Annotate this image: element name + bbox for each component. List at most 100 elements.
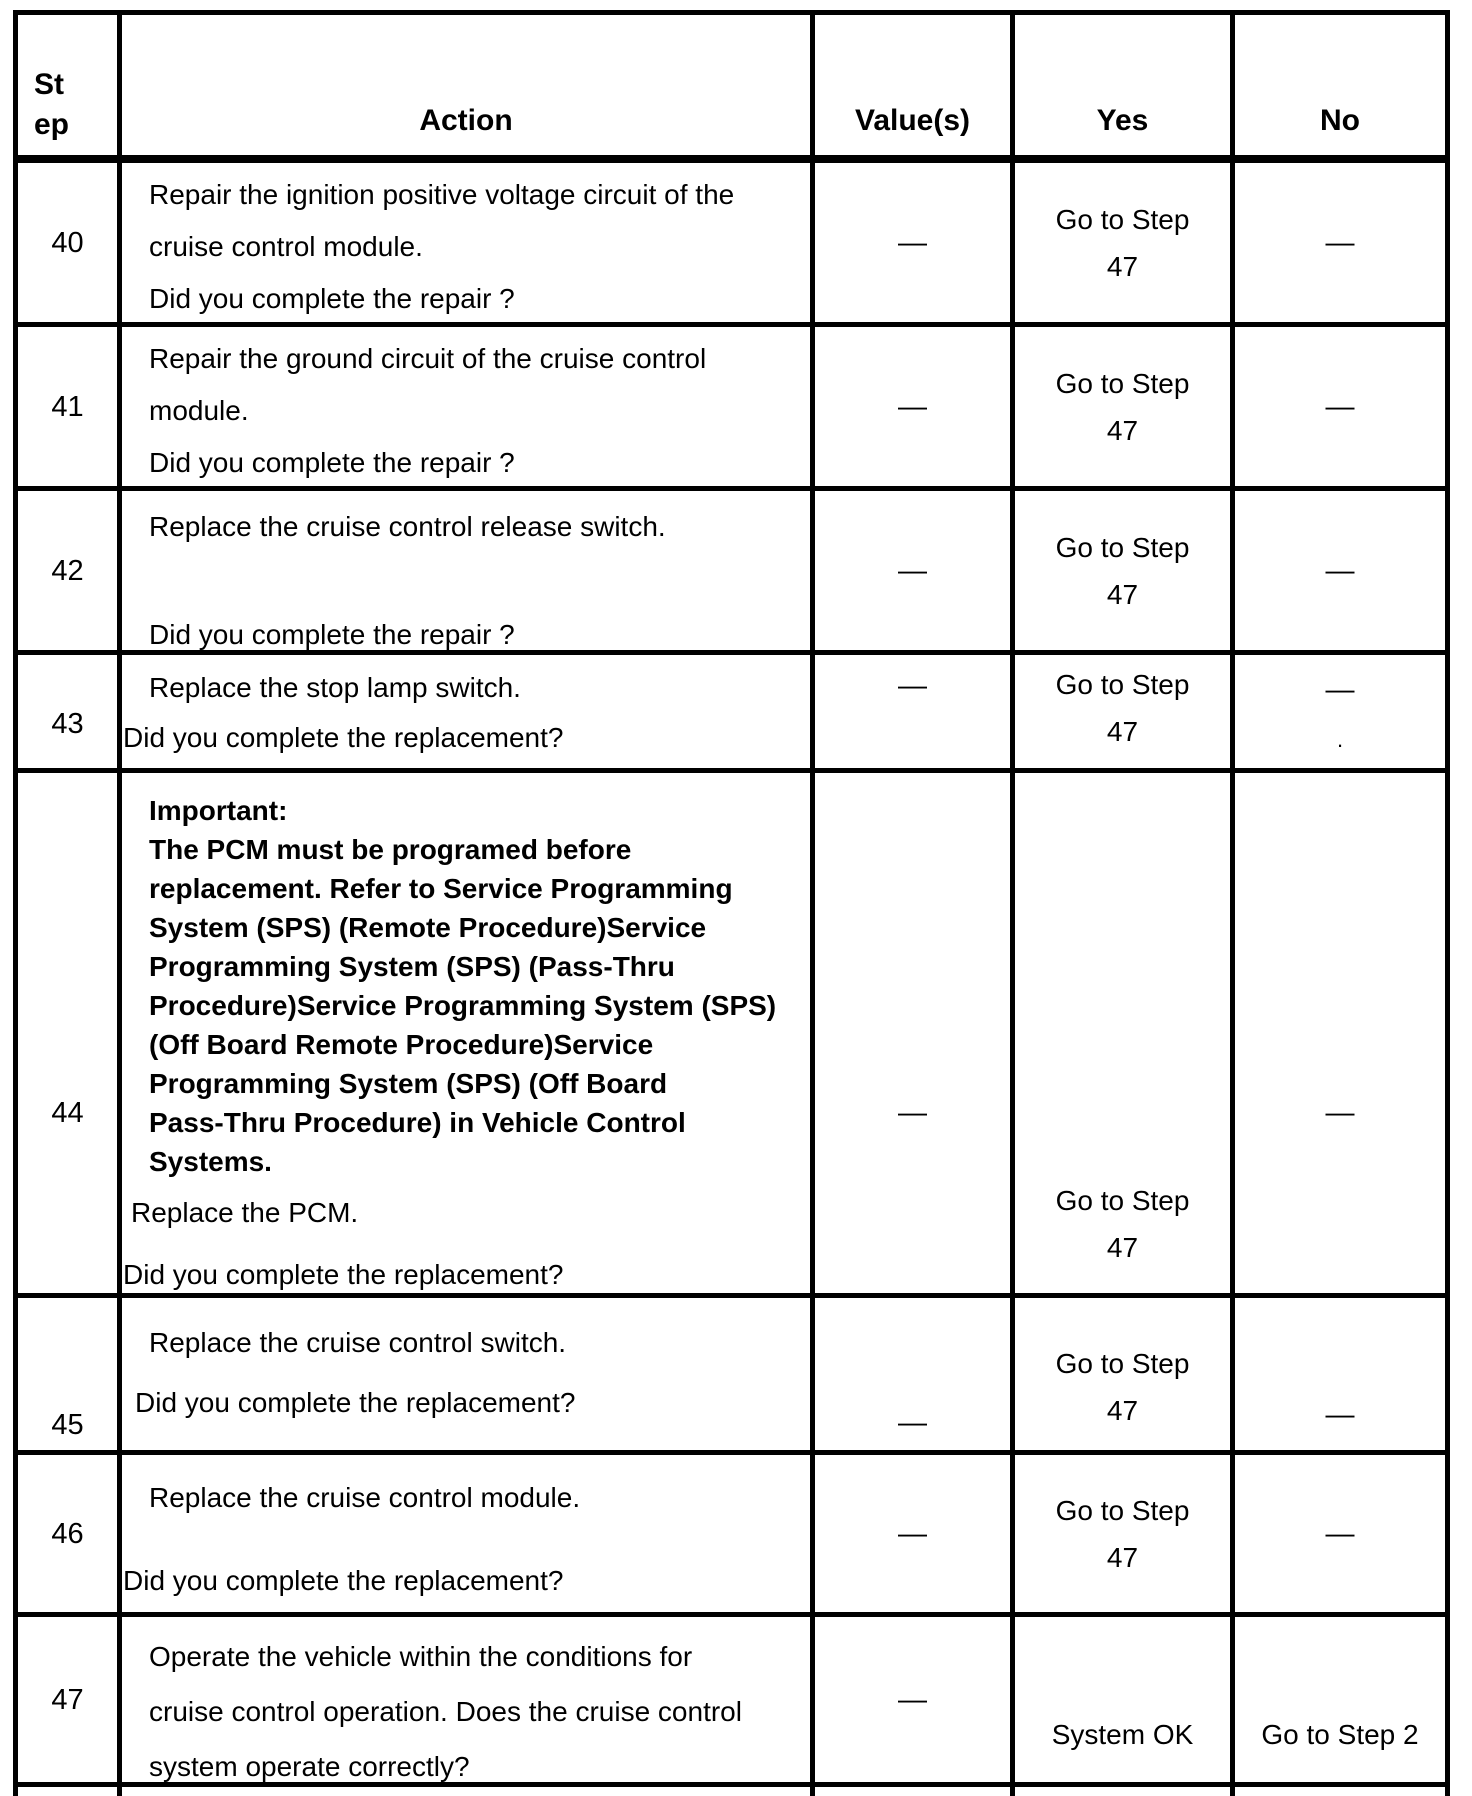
step-cell (18, 1787, 122, 1796)
action-line: cruise control operation. Does the cruis… (149, 1696, 742, 1727)
no-dash: — (1325, 1517, 1355, 1550)
no-dash: — (1325, 1399, 1355, 1431)
no-cell: — (1235, 327, 1445, 486)
action-line: Replace the cruise control release switc… (149, 511, 666, 542)
header-action: Action (122, 15, 815, 155)
yes-cell: Go to Step 47 (1015, 1455, 1235, 1612)
goto-step-number: 47 (1106, 250, 1139, 282)
action-cell: Replace the cruise control switch. Did y… (122, 1298, 815, 1450)
action-cell: Repair the ground circuit of the cruise … (122, 327, 815, 486)
goto-step-number: 47 (1106, 1232, 1139, 1263)
action-line: Did you complete the replacement? (123, 1565, 564, 1596)
header-values: Value(s) (815, 15, 1015, 155)
step-number: 46 (51, 1517, 84, 1550)
action-bold-line: Programming System (SPS) (Pass-Thru (149, 951, 675, 982)
yes-cell: System OK (1015, 1617, 1235, 1782)
yes-cell: Go to Step 47 (1015, 1298, 1235, 1450)
header-yes: Yes (1015, 15, 1235, 155)
action-cell: Replace the stop lamp switch. Did you co… (122, 655, 815, 768)
step-number: 42 (51, 554, 84, 587)
action-bold-line: Systems. (149, 1146, 272, 1177)
step-number: 43 (51, 707, 84, 740)
yes-cell: Go to Step 47 (1015, 327, 1235, 486)
step-number: 45 (51, 1409, 84, 1441)
goto-step-line: Go to Step (1055, 1348, 1190, 1379)
value-cell: — (815, 327, 1015, 486)
step-cell: 44 (18, 773, 122, 1293)
action-line: Did you complete the replacement? (123, 1259, 564, 1290)
goto-step-number: 47 (1106, 716, 1139, 747)
action-line: cruise control module. (149, 231, 423, 262)
value-cell (815, 1787, 1015, 1796)
goto-step-line: Go to Step (1055, 1494, 1190, 1526)
table-header-row: St ep Action Value(s) Yes No (18, 15, 1445, 163)
table-row-47: 47 Operate the vehicle within the condit… (18, 1617, 1445, 1787)
no-dash: — (1325, 226, 1355, 259)
goto-step-number: 47 (1106, 1395, 1139, 1426)
important-label: Important: (149, 795, 288, 826)
goto-step-line: Go to Step 2 (1261, 1719, 1419, 1750)
step-cell: 40 (18, 163, 122, 322)
action-cell: Repair the ignition positive voltage cir… (122, 163, 815, 322)
yes-cell: Go to Step 47 (1015, 655, 1235, 768)
header-step: St ep (18, 15, 122, 155)
action-bold-line: Pass-Thru Procedure) in Vehicle Control (149, 1107, 686, 1138)
action-cell (122, 1787, 815, 1796)
step-number: 44 (51, 1097, 84, 1129)
header-no: No (1320, 104, 1360, 137)
diagnostic-table: St ep Action Value(s) Yes No 40 R (13, 10, 1450, 1796)
goto-step-line: Go to Step (1055, 367, 1190, 399)
yes-cell: Go to Step 47 (1015, 773, 1235, 1293)
goto-step-number: 47 (1106, 414, 1139, 446)
action-line: Did you complete the repair ? (149, 619, 515, 650)
value-cell: — (815, 1455, 1015, 1612)
table-row-40: 40 Repair the ignition positive voltage … (18, 163, 1445, 327)
goto-step-line: Go to Step (1055, 669, 1190, 700)
value-cell: — (815, 655, 1015, 768)
header-step-line2: ep (34, 108, 70, 141)
no-cell: Go to Step 2 (1235, 1617, 1445, 1782)
goto-step-line: Go to Step (1055, 1185, 1190, 1216)
table-row-45: 45 Replace the cruise control switch. Di… (18, 1298, 1445, 1455)
step-number: 47 (51, 1683, 84, 1716)
no-cell (1235, 1787, 1445, 1796)
action-line: system operate correctly? (149, 1751, 470, 1782)
action-line: Repair the ground circuit of the cruise … (149, 343, 707, 374)
step-cell: 41 (18, 327, 122, 486)
step-cell: 42 (18, 491, 122, 650)
yes-cell: Go to Step 47 (1015, 491, 1235, 650)
table-row-42: 42 Replace the cruise control release sw… (18, 491, 1445, 655)
system-ok-label: System OK (1051, 1719, 1194, 1750)
action-line: module. (149, 395, 249, 426)
value-dash: — (898, 1097, 927, 1129)
table-row-partial (18, 1787, 1445, 1796)
step-cell: 45 (18, 1298, 122, 1450)
no-dash: — (1325, 1097, 1355, 1129)
goto-step-number: 47 (1106, 578, 1139, 610)
value-dash: — (898, 1407, 927, 1439)
action-cell: Replace the cruise control module. Did y… (122, 1455, 815, 1612)
step-cell: 47 (18, 1617, 122, 1782)
action-cell: Important: The PCM must be programed bef… (122, 773, 815, 1293)
yes-cell (1015, 1787, 1235, 1796)
no-cell: — (1235, 1298, 1445, 1450)
value-dash: — (898, 1517, 927, 1550)
action-cell: Operate the vehicle within the condition… (122, 1617, 815, 1782)
goto-step-line: Go to Step (1055, 531, 1190, 563)
action-line: Operate the vehicle within the condition… (149, 1641, 693, 1672)
no-cell: — (1235, 163, 1445, 322)
value-cell: — (815, 1298, 1015, 1450)
value-dash: — (898, 670, 927, 702)
action-line: Did you complete the repair ? (149, 283, 515, 314)
value-dash: — (898, 554, 927, 587)
no-cell: — (1235, 491, 1445, 650)
action-line: Did you complete the replacement? (123, 722, 564, 753)
no-cell: — . (1235, 655, 1445, 768)
value-dash: — (898, 390, 927, 423)
no-cell: — (1235, 773, 1445, 1293)
table-row-44: 44 Important: The PCM must be programed … (18, 773, 1445, 1298)
table-row-46: 46 Replace the cruise control module. Di… (18, 1455, 1445, 1617)
no-dash: — (1325, 554, 1355, 587)
table-row-43: 43 Replace the stop lamp switch. Did you… (18, 655, 1445, 773)
action-line: Replace the stop lamp switch. (149, 672, 521, 703)
